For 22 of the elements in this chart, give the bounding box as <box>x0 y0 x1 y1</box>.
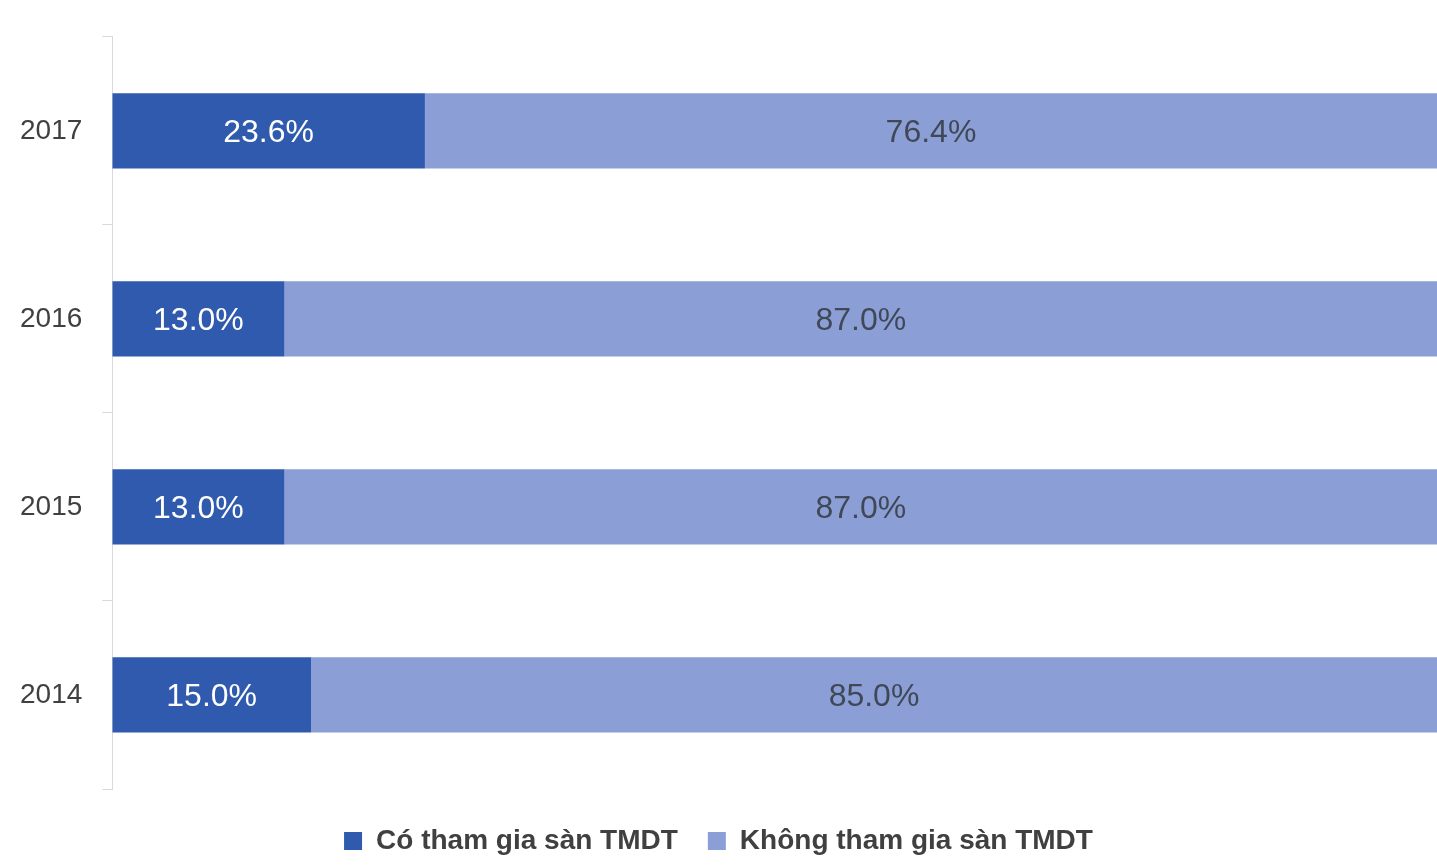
data-label: 87.0% <box>815 488 907 525</box>
y-tick-label: 2015 <box>19 489 83 521</box>
bar <box>112 469 285 545</box>
bar <box>284 281 1437 357</box>
y-tick-label: 2016 <box>19 301 83 333</box>
data-label: 76.4% <box>885 112 977 149</box>
data-label: 15.0% <box>166 676 258 713</box>
bar <box>112 657 311 733</box>
bar <box>112 93 425 169</box>
bar <box>112 281 285 357</box>
legend-label: Không tham gia sàn TMDT <box>739 823 1093 855</box>
data-label: 13.0% <box>153 488 244 525</box>
bar <box>284 469 1437 545</box>
legend-label: Có tham gia sàn TMDT <box>376 823 678 855</box>
y-tick-label: 2014 <box>19 677 83 709</box>
bar <box>311 657 1437 733</box>
data-label: 23.6% <box>223 112 314 149</box>
data-label: 87.0% <box>815 300 907 337</box>
bar <box>424 93 1437 169</box>
y-tick-label: 2017 <box>19 113 83 145</box>
data-label: 85.0% <box>828 676 920 713</box>
data-label: 13.0% <box>153 300 244 337</box>
